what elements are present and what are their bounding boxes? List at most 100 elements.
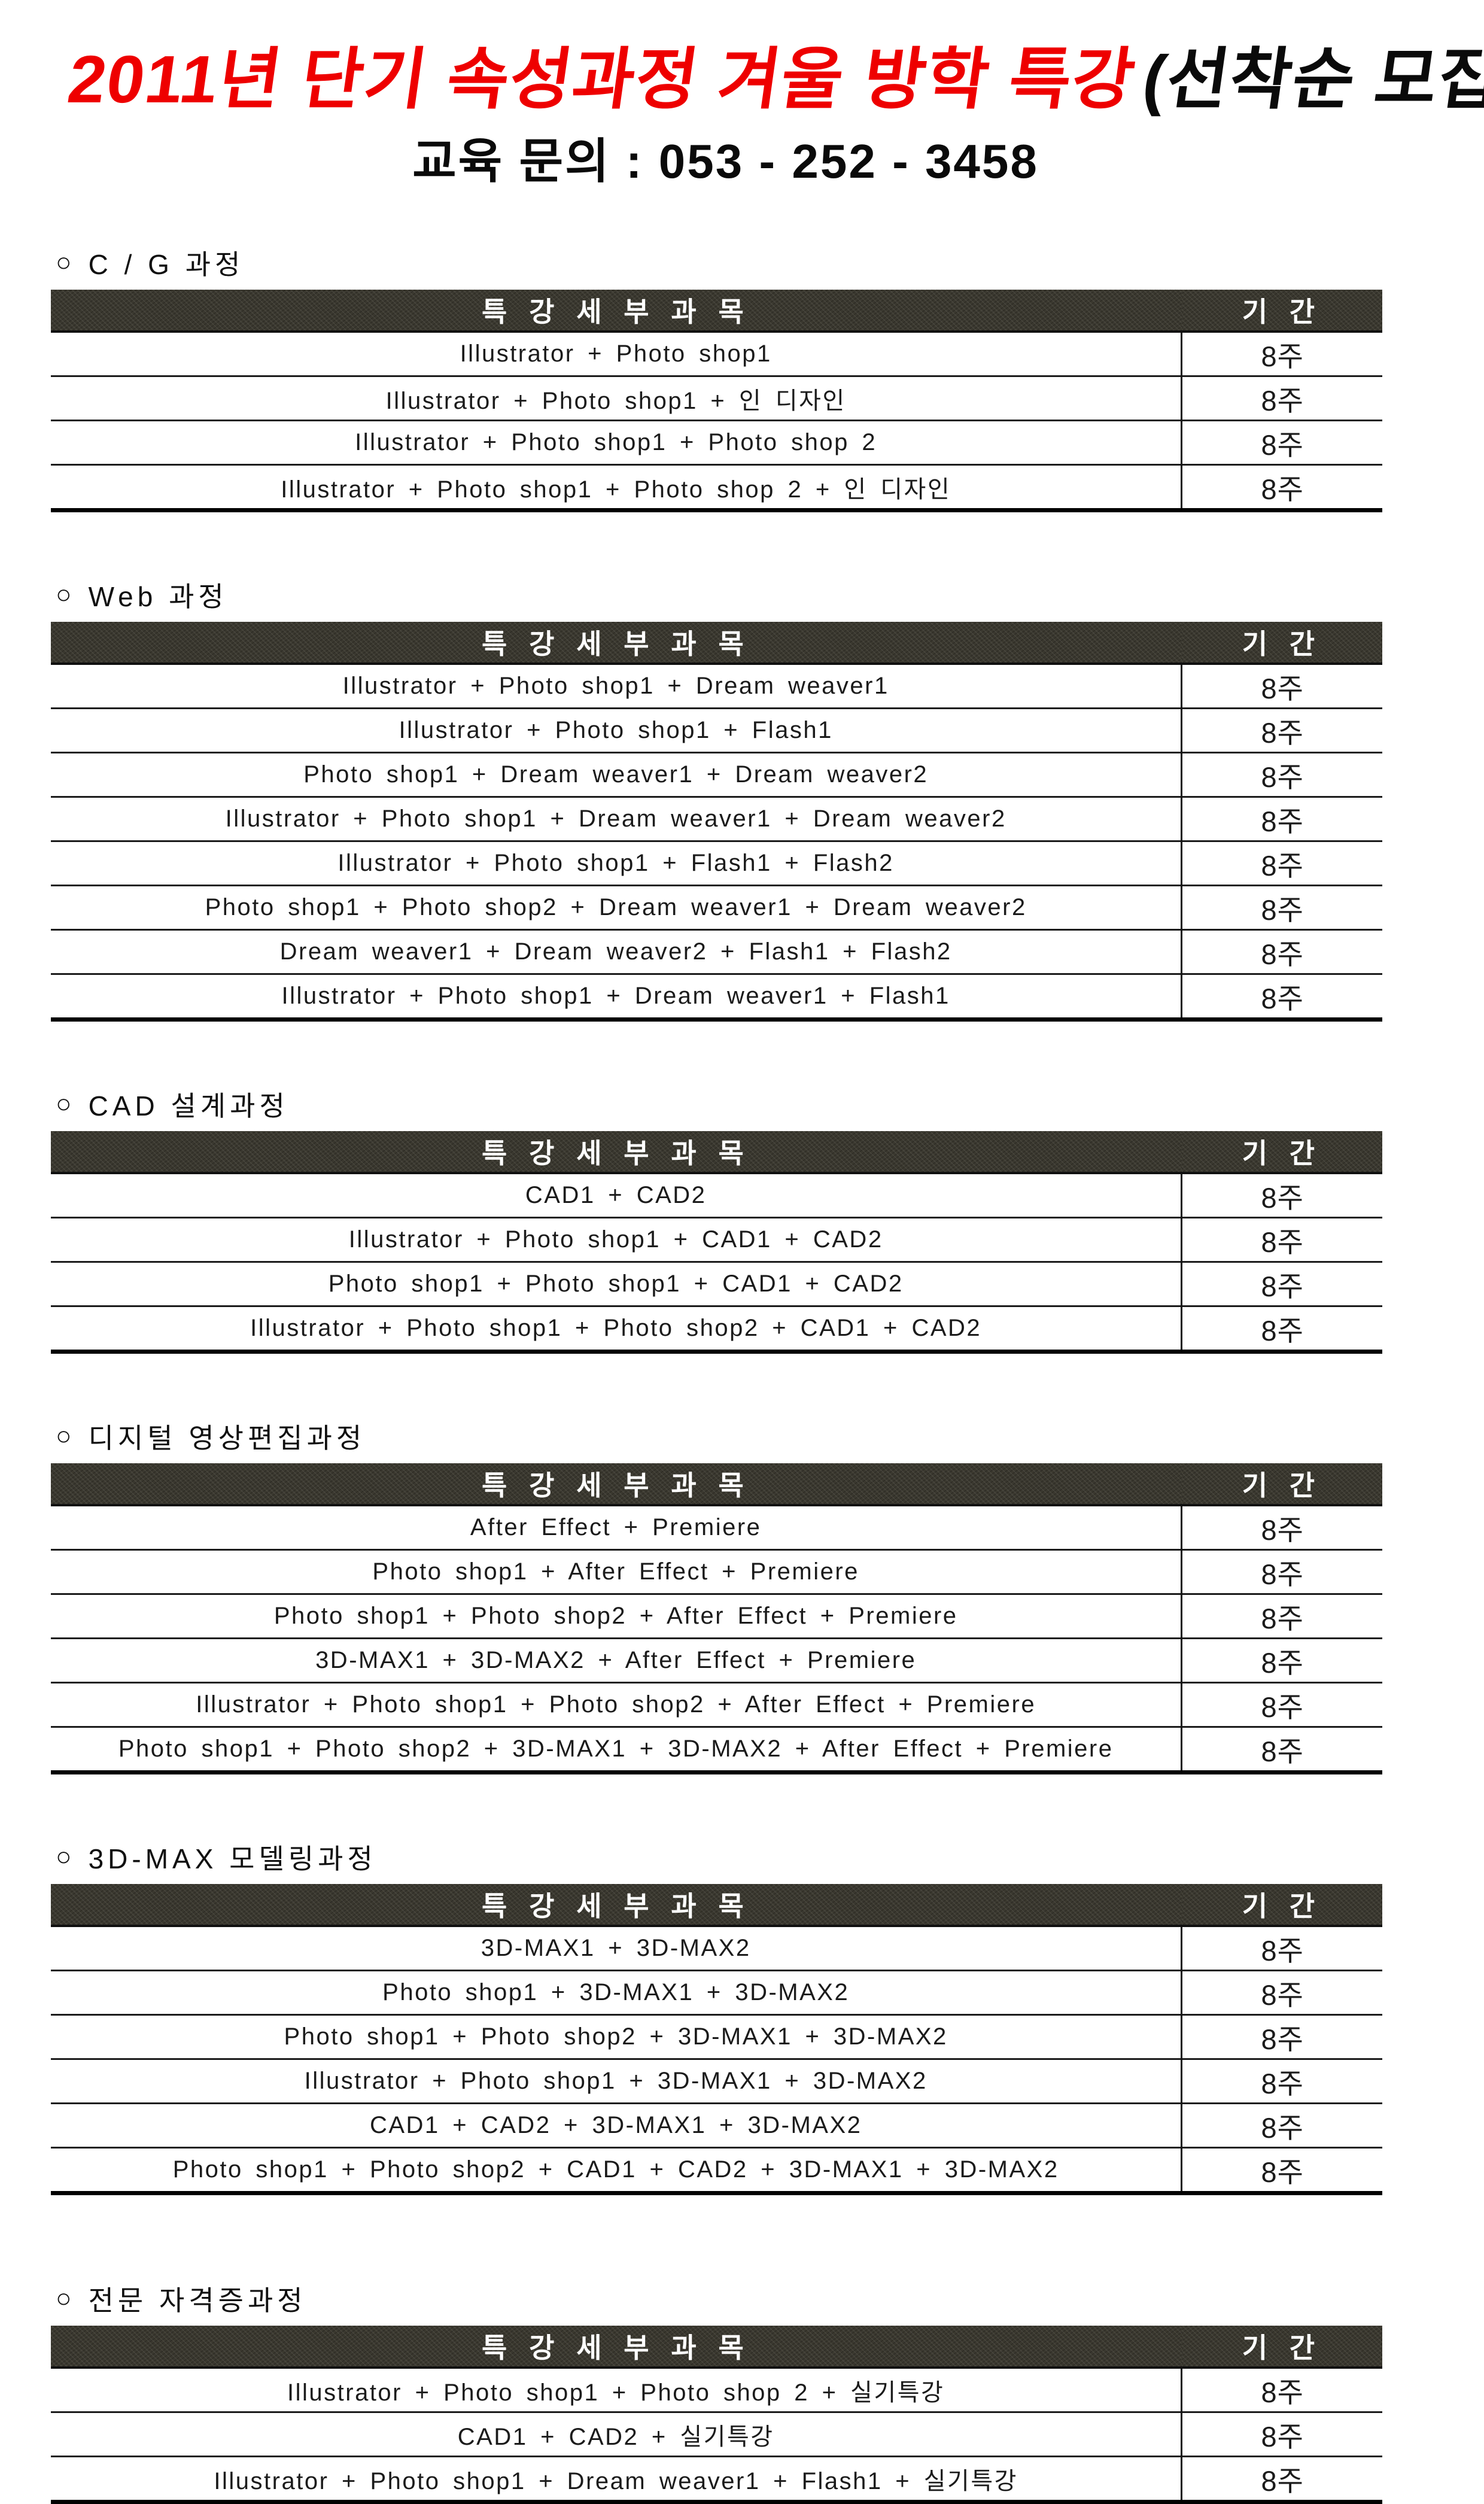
course-table: 특 강 세 부 과 목 기 간 Illustrator + Photo shop… bbox=[51, 622, 1382, 1022]
table-row: Illustrator + Photo shop1 + Photo shop2 … bbox=[51, 1682, 1382, 1727]
duration-cell: 8주 bbox=[1181, 2368, 1382, 2412]
section-title: 전문 자격증과정 bbox=[88, 2285, 307, 2317]
section-heading: ○ C / G 과정 bbox=[56, 243, 1382, 282]
duration-cell: 8주 bbox=[1181, 885, 1382, 930]
subject-cell: 3D-MAX1 + 3D-MAX2 bbox=[481, 1935, 751, 1962]
column-header-duration: 기 간 bbox=[1181, 622, 1382, 665]
subject-cell: Illustrator + Photo shop1 + Dream weaver… bbox=[51, 796, 1182, 841]
subject-cell: Photo shop1 + Photo shop2 + 3D-MAX1 + 3D… bbox=[51, 1726, 1182, 1773]
subject-cell: Illustrator + Photo shop1 + CAD1 + CAD2 bbox=[51, 1217, 1182, 1262]
duration-cell: 8주 bbox=[1181, 375, 1382, 421]
subject-cell: Photo shop1 + Photo shop1 + CAD1 + CAD2 bbox=[51, 1261, 1182, 1306]
table-row: Photo shop1 + Dream weaver1 + Dream weav… bbox=[51, 752, 1382, 797]
duration-cell: 8주 bbox=[1181, 2411, 1382, 2457]
header-row: 특 강 세 부 과 목 기 간 bbox=[51, 1131, 1382, 1175]
section-title: Web 과정 bbox=[88, 581, 228, 613]
table-row: Illustrator + Photo shop1 + Flash1 + Fla… bbox=[51, 840, 1382, 886]
table-row: Illustrator + Photo shop1 + Photo shop2 … bbox=[51, 1305, 1382, 1352]
table-row: Illustrator + Photo shop1 + CAD1 + CAD2 8… bbox=[51, 1217, 1382, 1262]
table-row: Illustrator + Photo shop1 + Flash1 8주 bbox=[51, 707, 1382, 753]
subject-cell: Illustrator + Photo shop1 + Dream weaver… bbox=[342, 673, 889, 700]
page-title-main: 2011년 단기 속성과정 겨울 방학 특강 bbox=[63, 42, 1141, 117]
course-table: 특 강 세 부 과 목 기 간 After Effect + Premiere 8… bbox=[51, 1463, 1382, 1775]
subject-cell: Illustrator + Photo shop1 + Photo shop 2… bbox=[51, 464, 1182, 510]
circle-bullet-icon: ○ bbox=[56, 1842, 72, 1872]
table-row: Illustrator + Photo shop1 + Dream weaver… bbox=[51, 796, 1382, 841]
column-header-subject: 특 강 세 부 과 목 bbox=[51, 290, 1182, 333]
circle-bullet-icon: ○ bbox=[56, 248, 72, 278]
subject-cell: Illustrator + Photo shop1 + Photo shop 2… bbox=[287, 2379, 945, 2406]
section-digital-video: ○ 디지털 영상편집과정 특 강 세 부 과 목 기 간 After Effec… bbox=[51, 1417, 1382, 1775]
duration-cell: 8주 bbox=[1181, 929, 1382, 974]
section-heading: ○ 3D-MAX 모델링과정 bbox=[56, 1837, 1382, 1877]
duration-cell: 8주 bbox=[1181, 840, 1382, 886]
subject-cell: 3D-MAX1 + 3D-MAX2 + After Effect + Premi… bbox=[51, 1637, 1182, 1683]
table-body: Illustrator + Photo shop1 + Photo shop 2… bbox=[51, 2368, 1382, 2502]
section-heading: ○ 전문 자격증과정 bbox=[56, 2279, 1382, 2318]
section-cg: ○ C / G 과정 특 강 세 부 과 목 기 간 Illustrator +… bbox=[51, 243, 1382, 513]
column-header-duration: 기 간 bbox=[1181, 1884, 1382, 1928]
table-row: Photo shop1 + After Effect + Premiere 8주 bbox=[51, 1549, 1382, 1594]
section-heading: ○ 디지털 영상편집과정 bbox=[56, 1417, 1382, 1456]
table-head: 특 강 세 부 과 목 기 간 bbox=[51, 2326, 1382, 2369]
table-body: Illustrator + Photo shop1 8주 Illustrator +… bbox=[51, 332, 1382, 510]
subject-cell: Photo shop1 + Dream weaver1 + Dream weav… bbox=[51, 752, 1182, 797]
section-heading: ○ CAD 설계과정 bbox=[56, 1084, 1382, 1124]
subject-cell: Illustrator + Photo shop1 + Dream weaver… bbox=[51, 2456, 1182, 2502]
table-row: 3D-MAX1 + 3D-MAX2 8주 bbox=[51, 1926, 1382, 1971]
duration-cell: 8주 bbox=[1181, 1173, 1382, 1218]
subject-cell: Photo shop1 + Photo shop2 + CAD1 + CAD2 … bbox=[51, 2147, 1182, 2193]
table-head: 특 강 세 부 과 목 기 간 bbox=[51, 1884, 1382, 1928]
subject-cell: Illustrator + Photo shop1 + Flash1 bbox=[51, 707, 1182, 753]
column-header-subject: 특 강 세 부 과 목 bbox=[51, 1463, 1182, 1507]
table-row: CAD1 + CAD2 + 3D-MAX1 + 3D-MAX2 8주 bbox=[51, 2102, 1382, 2148]
subject-cell: Photo shop1 + After Effect + Premiere bbox=[51, 1549, 1182, 1594]
table-row: Illustrator + Photo shop1 + Dream weaver… bbox=[51, 2456, 1382, 2502]
circle-bullet-icon: ○ bbox=[56, 2284, 72, 2314]
table-row: Illustrator + Photo shop1 + Dream weaver… bbox=[51, 664, 1382, 709]
page-title-note: (선착순 모집) bbox=[1138, 42, 1484, 117]
table-row: Photo shop1 + Photo shop1 + CAD1 + CAD2 8… bbox=[51, 1261, 1382, 1306]
duration-cell: 8주 bbox=[1181, 1726, 1382, 1773]
table-row: Photo shop1 + 3D-MAX1 + 3D-MAX2 8주 bbox=[51, 1970, 1382, 2015]
section-title: 디지털 영상편집과정 bbox=[88, 1423, 366, 1454]
column-header-subject: 특 강 세 부 과 목 bbox=[51, 622, 1182, 665]
table-row: Photo shop1 + Photo shop2 + 3D-MAX1 + 3D… bbox=[51, 1726, 1382, 1773]
table-row: Photo shop1 + Photo shop2 + Dream weaver… bbox=[51, 885, 1382, 930]
duration-cell: 8주 bbox=[1181, 2102, 1382, 2148]
table-body: CAD1 + CAD2 8주 Illustrator + Photo shop1 +… bbox=[51, 1173, 1382, 1352]
duration-cell: 8주 bbox=[1181, 2014, 1382, 2059]
subject-cell: CAD1 + CAD2 + 실기특강 bbox=[51, 2411, 1182, 2457]
section-3dmax: ○ 3D-MAX 모델링과정 특 강 세 부 과 목 기 간 3D-MAX1 +… bbox=[51, 1837, 1382, 2196]
subject-cell: CAD1 + CAD2 bbox=[525, 1182, 707, 1209]
duration-cell: 8주 bbox=[1181, 1505, 1382, 1550]
subject-cell: After Effect + Premiere bbox=[470, 1514, 762, 1541]
duration-cell: 8주 bbox=[1181, 1261, 1382, 1306]
subject-cell: Dream weaver1 + Dream weaver2 + Flash1 +… bbox=[51, 929, 1182, 974]
table-body: After Effect + Premiere 8주 Photo shop1 + A… bbox=[51, 1505, 1382, 1773]
section-web: ○ Web 과정 특 강 세 부 과 목 기 간 Illustrator + P… bbox=[51, 575, 1382, 1022]
table-row: After Effect + Premiere 8주 bbox=[51, 1505, 1382, 1550]
circle-bullet-icon: ○ bbox=[56, 1421, 72, 1451]
table-row: Illustrator + Photo shop1 + Photo shop 2… bbox=[51, 464, 1382, 510]
duration-cell: 8주 bbox=[1181, 1593, 1382, 1639]
table-row: Illustrator + Photo shop1 + Dream weaver… bbox=[51, 973, 1382, 1020]
duration-cell: 8주 bbox=[1181, 796, 1382, 841]
duration-cell: 8주 bbox=[1181, 2147, 1382, 2193]
section-heading: ○ Web 과정 bbox=[56, 575, 1382, 615]
table-row: Photo shop1 + Photo shop2 + 3D-MAX1 + 3D… bbox=[51, 2014, 1382, 2059]
duration-cell: 8주 bbox=[1181, 707, 1382, 753]
table-row: Dream weaver1 + Dream weaver2 + Flash1 +… bbox=[51, 929, 1382, 974]
section-title: CAD 설계과정 bbox=[88, 1090, 289, 1122]
duration-cell: 8주 bbox=[1181, 1926, 1382, 1971]
table-row: Illustrator + Photo shop1 + 3D-MAX1 + 3D… bbox=[51, 2058, 1382, 2104]
subject-cell: Illustrator + Photo shop1 + Photo shop 2 bbox=[51, 420, 1182, 465]
table-head: 특 강 세 부 과 목 기 간 bbox=[51, 1131, 1382, 1175]
table-row: Photo shop1 + Photo shop2 + After Effect… bbox=[51, 1593, 1382, 1639]
table-row: CAD1 + CAD2 8주 bbox=[51, 1173, 1382, 1218]
subject-cell: Illustrator + Photo shop1 bbox=[460, 341, 772, 367]
table-row: Illustrator + Photo shop1 + 인 디자인 8주 bbox=[51, 375, 1382, 421]
subject-cell: Illustrator + Photo shop1 + 3D-MAX1 + 3D… bbox=[51, 2058, 1182, 2104]
section-cad: ○ CAD 설계과정 특 강 세 부 과 목 기 간 CAD1 + CAD2 8주… bbox=[51, 1084, 1382, 1354]
